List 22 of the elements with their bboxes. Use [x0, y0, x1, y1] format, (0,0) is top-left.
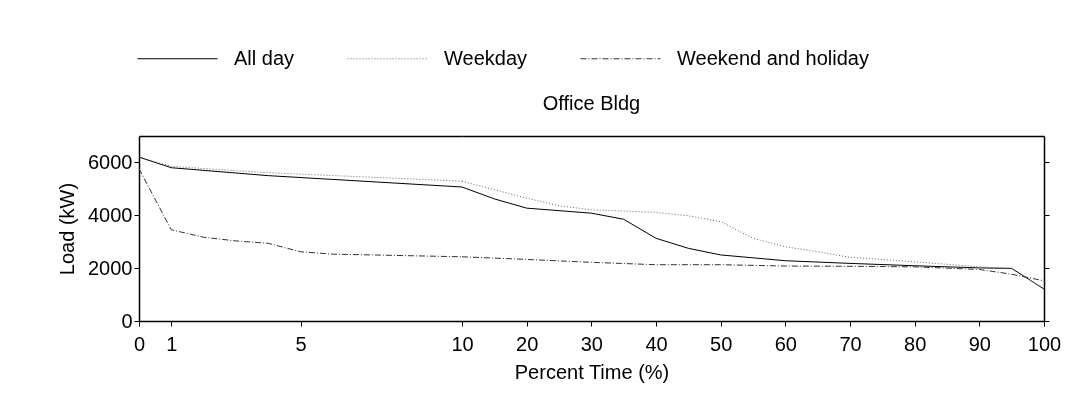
x-tick-label: 10 — [451, 332, 474, 355]
legend-label: Weekday — [444, 46, 528, 69]
x-tick-label: 50 — [710, 332, 733, 355]
x-tick-label: 100 — [1027, 332, 1062, 355]
x-tick-label: 20 — [516, 332, 539, 355]
legend-label: Weekend and holiday — [677, 46, 869, 69]
y-tick-label: 4000 — [88, 203, 133, 226]
x-tick-label: 30 — [580, 332, 603, 355]
x-tick-label: 40 — [645, 332, 668, 355]
chart-title: Office Bldg — [542, 92, 641, 114]
y-tick-label: 0 — [121, 309, 133, 332]
x-axis-title: Percent Time (%) — [514, 360, 670, 383]
x-tick-label: 90 — [968, 332, 991, 355]
y-axis-title: Load (kW) — [56, 182, 79, 276]
legend-label: All day — [234, 46, 295, 69]
y-tick-label: 2000 — [88, 256, 133, 279]
x-tick-label: 80 — [904, 332, 927, 355]
x-tick-label: 70 — [839, 332, 862, 355]
x-tick-label: 60 — [774, 332, 797, 355]
y-tick-label: 6000 — [88, 150, 133, 173]
x-tick-label: 1 — [166, 332, 178, 355]
x-tick-label: 5 — [295, 332, 307, 355]
